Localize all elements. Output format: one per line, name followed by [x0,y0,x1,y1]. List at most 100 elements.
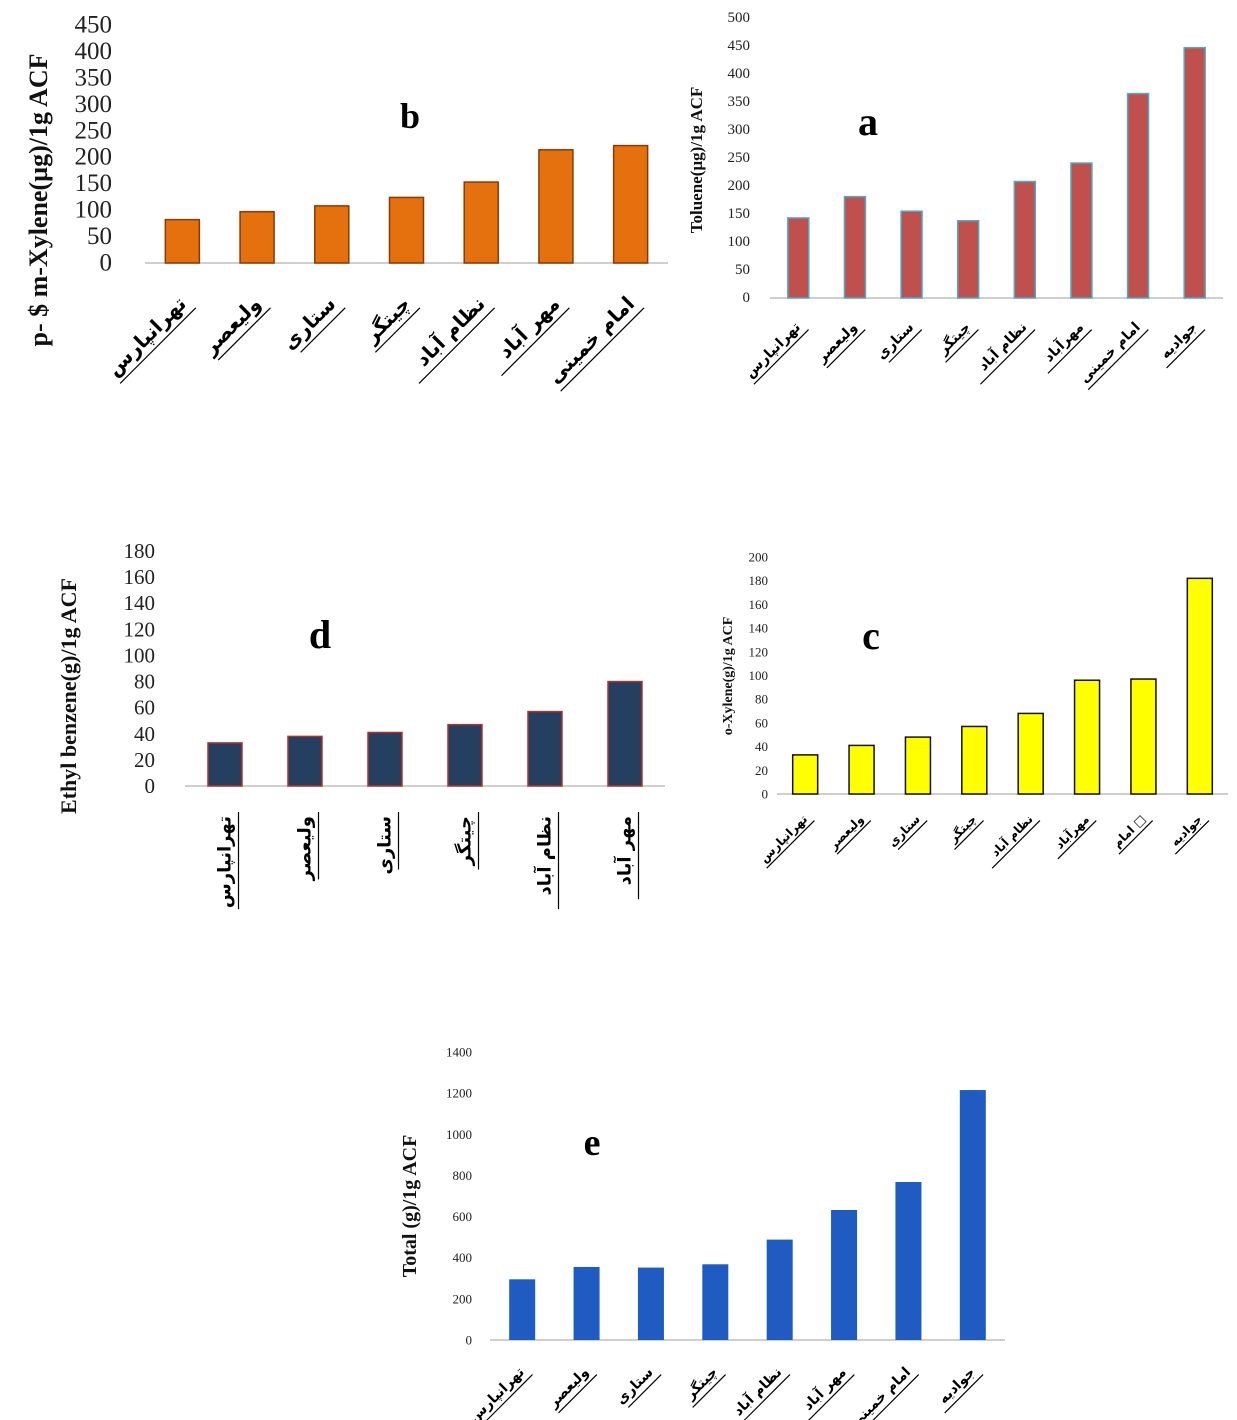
bar [1070,162,1093,299]
y-tick-label: 40 [755,739,768,754]
category-label: نظام آباد [410,291,490,371]
category-label: نظام آباد [533,816,556,895]
bar [1186,577,1214,795]
bar [287,735,323,787]
bar [900,210,923,299]
chart-e: Total (g)/1g ACF e 0 200 400 600 800 1000 1200… [399,1045,1005,1420]
y-tick-label: 20 [134,748,155,772]
category-label: ولیعصر [545,1364,592,1411]
y-tick-label: 250 [728,150,751,166]
y-axis-label: Ethyl benzene(g)/1g ACF [56,578,81,814]
panel-label: d [309,612,331,657]
y-tick-label: 250 [75,117,113,144]
category-label: تهرانپارس [757,812,810,865]
y-tick-label: 100 [749,668,769,683]
category-underline [477,1374,533,1420]
bar [314,205,350,264]
category-underline [418,307,496,384]
y-tick-label: 20 [755,763,768,778]
category-label: تهرانپارس [742,319,804,381]
category-label: امام خمینی [1077,319,1144,386]
y-tick-label: 80 [755,692,768,707]
category-underline [888,329,923,363]
category-underline [979,329,1036,385]
category-underline [1166,329,1206,369]
category-underline [217,307,271,361]
category-underline [558,1374,598,1414]
bar [766,1239,793,1340]
category-label: چیتگر [454,816,476,866]
y-tick-label: 200 [728,178,751,194]
panel-label: e [584,1122,601,1164]
y-tick-label: 160 [749,597,769,612]
y-tick-label: 800 [453,1168,473,1183]
y-tick-label: 1400 [446,1045,472,1060]
category-label: ولیعصر [826,812,868,854]
category-label: تهرانپارس [102,292,192,382]
bar [367,731,403,787]
panel-label: b [400,96,420,136]
category-underline [300,307,346,353]
y-tick-label: 0 [762,787,769,802]
category-underline [1087,329,1149,391]
y-tick-label: 350 [728,94,751,110]
bar [1183,46,1206,299]
y-tick-label: 0 [145,774,156,798]
category-underline [692,1374,726,1408]
y-tick-label: 160 [124,565,156,589]
bar [831,1209,858,1340]
bar [1017,712,1044,795]
bar [1130,678,1157,795]
y-tick-label: 350 [75,64,113,91]
category-label: چیتگر [945,812,979,846]
bar [573,1266,600,1340]
category-label: ولیعصر [813,319,860,366]
category-underline [374,307,421,353]
bar [1013,180,1037,299]
y-axis-label: Total (g)/1g ACF [399,1135,421,1278]
y-tick-label: 300 [728,122,751,138]
category-underline [627,1374,662,1408]
category-underline [1057,820,1097,860]
category-label: جوادیه [1168,812,1206,850]
y-axis-label: Toluene(µg)/1g ACF [687,87,706,234]
y-tick-label: 200 [749,550,769,565]
y-tick-label: 40 [134,722,155,746]
category-underline [944,1374,984,1414]
y-tick-label: 50 [87,223,112,250]
category-label: مهر آباد [799,1363,850,1414]
category-underline [826,329,866,369]
category-underline [560,307,645,392]
y-tick-label: 400 [75,38,113,65]
bar [607,680,643,787]
y-tick-label: 80 [134,670,155,694]
category-label: ولیعصر [295,816,316,881]
y-tick-label: 140 [124,591,156,615]
y-tick-label: 50 [735,262,750,278]
category-label: چیتگر [681,1364,721,1404]
y-tick-label: 400 [453,1250,473,1265]
bar [959,1090,986,1340]
bar [612,144,649,264]
category-underline [753,329,809,385]
bar [956,219,980,299]
category-underline [1174,820,1210,855]
category-label: ستاری [277,292,340,355]
category-label: امام خمینی [847,1364,914,1420]
panel-label: c [862,613,880,658]
category-underline [836,820,872,855]
category-label: نظام آباد [988,811,1037,860]
bar [164,218,201,264]
bar [637,1267,664,1340]
y-tick-label: 100 [728,234,751,250]
panel-label: a [858,99,878,144]
bar [447,723,483,787]
y-tick-label: 450 [75,12,113,39]
category-label: چیتگر [934,319,974,359]
category-underline [945,329,979,363]
bar [207,742,243,787]
bar [895,1182,922,1340]
y-tick-label: 300 [75,91,113,118]
bar [527,710,563,787]
y-tick-label: 0 [100,250,113,277]
